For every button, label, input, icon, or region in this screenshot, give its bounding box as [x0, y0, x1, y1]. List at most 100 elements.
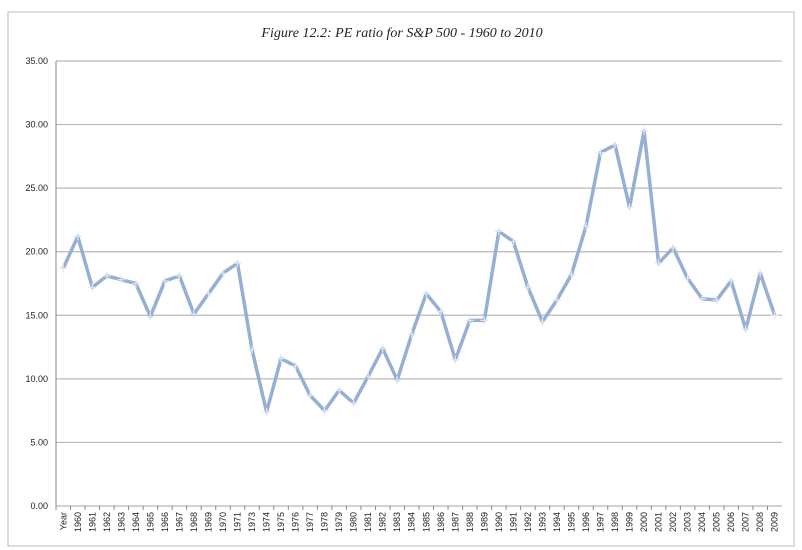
- x-tick-label: 1998: [610, 512, 620, 532]
- x-tick-label: 1965: [145, 512, 155, 532]
- point-marker: [189, 310, 198, 319]
- x-tick-label: Year: [58, 512, 68, 530]
- point-marker: [306, 391, 315, 400]
- point-marker: [218, 269, 227, 278]
- x-tick-label: 1995: [566, 512, 576, 532]
- x-tick-label: 1966: [160, 512, 170, 532]
- x-tick-label: 1967: [174, 512, 184, 532]
- x-tick-label: 1980: [349, 512, 359, 532]
- x-tick-label: 1986: [436, 512, 446, 532]
- x-tick-label: 1984: [407, 512, 417, 532]
- chart-border: [7, 11, 795, 547]
- x-tick-label: 2001: [654, 512, 664, 532]
- x-tick-label: 1961: [87, 512, 97, 532]
- point-marker: [669, 243, 678, 252]
- x-tick-label: 1985: [421, 512, 431, 532]
- x-tick-label: 1963: [116, 512, 126, 532]
- point-marker: [175, 271, 184, 280]
- series-line: [61, 129, 777, 414]
- chart-title: Figure 12.2: PE ratio for S&P 500 - 1960…: [260, 26, 542, 41]
- point-marker: [509, 237, 518, 246]
- y-tick-label: 25.00: [25, 183, 48, 193]
- x-tick-label: 1988: [465, 512, 475, 532]
- y-tick-label: 0.00: [30, 501, 48, 511]
- x-tick-label: 2006: [726, 512, 736, 532]
- point-marker: [73, 232, 82, 241]
- point-marker: [465, 316, 474, 325]
- point-marker: [712, 296, 721, 305]
- x-tick-label: 1996: [581, 512, 591, 532]
- point-marker: [393, 376, 402, 385]
- point-marker: [291, 362, 300, 371]
- y-tick-label: 15.00: [25, 310, 48, 320]
- x-tick-label: 2009: [770, 512, 780, 532]
- x-tick-label: 1976: [291, 512, 301, 532]
- point-marker: [538, 317, 547, 326]
- point-marker: [204, 289, 213, 298]
- point-marker: [698, 294, 707, 303]
- point-marker: [727, 276, 736, 285]
- x-tick-label: 1993: [537, 512, 547, 532]
- point-marker: [378, 344, 387, 353]
- point-marker: [364, 372, 373, 381]
- x-tick-label: 1991: [508, 512, 518, 532]
- point-marker: [248, 345, 257, 354]
- x-tick-label: 1978: [320, 512, 330, 532]
- y-tick-label: 35.00: [25, 56, 48, 66]
- point-marker: [102, 271, 111, 280]
- point-marker: [233, 259, 242, 268]
- x-tick-label: 1973: [247, 512, 257, 532]
- x-tick-label: 1975: [276, 512, 286, 532]
- x-tick-label: 2008: [755, 512, 765, 532]
- point-marker: [160, 276, 169, 285]
- x-tick-label: 1974: [262, 512, 272, 532]
- point-marker: [451, 355, 460, 364]
- point-marker: [596, 148, 605, 157]
- point-marker: [494, 227, 503, 236]
- point-marker: [262, 407, 271, 416]
- point-marker: [625, 203, 634, 212]
- point-marker: [59, 264, 68, 273]
- y-tick-label: 30.00: [25, 120, 48, 130]
- point-marker: [741, 325, 750, 334]
- y-tick-label: 5.00: [30, 437, 48, 447]
- point-marker: [756, 269, 765, 278]
- point-marker: [480, 316, 489, 325]
- point-marker: [422, 289, 431, 298]
- point-marker: [349, 399, 358, 408]
- x-tick-label: 1987: [450, 512, 460, 532]
- x-tick-label: 1999: [625, 512, 635, 532]
- x-tick-label: 1968: [189, 512, 199, 532]
- x-tick-label: 1992: [523, 512, 533, 532]
- x-tick-label: 2002: [668, 512, 678, 532]
- point-marker: [683, 274, 692, 283]
- x-tick-label: 2007: [741, 512, 751, 532]
- x-tick-label: 2003: [683, 512, 693, 532]
- x-tick-label: 1989: [479, 512, 489, 532]
- point-marker: [407, 330, 416, 339]
- x-tick-label: 1982: [378, 512, 388, 532]
- y-tick-label: 20.00: [25, 247, 48, 257]
- x-tick-label: 1990: [494, 512, 504, 532]
- x-tick-label: 1960: [73, 512, 83, 532]
- x-tick-label: 1977: [305, 512, 315, 532]
- point-marker: [640, 126, 649, 135]
- x-tick-label: 2004: [697, 512, 707, 532]
- point-marker: [654, 259, 663, 268]
- x-tick-label: 1981: [363, 512, 373, 532]
- x-tick-label: 1979: [334, 512, 344, 532]
- point-marker: [88, 283, 97, 292]
- point-marker: [770, 311, 779, 320]
- y-tick-label: 10.00: [25, 374, 48, 384]
- point-marker: [320, 406, 329, 415]
- point-marker: [131, 279, 140, 288]
- x-tick-label: 1970: [218, 512, 228, 532]
- x-tick-label: 1962: [102, 512, 112, 532]
- point-marker: [581, 222, 590, 231]
- point-marker: [523, 283, 532, 292]
- point-marker: [277, 354, 286, 363]
- x-tick-label: 1971: [233, 512, 243, 532]
- x-tick-label: 1983: [392, 512, 402, 532]
- x-tick-label: 1969: [203, 512, 213, 532]
